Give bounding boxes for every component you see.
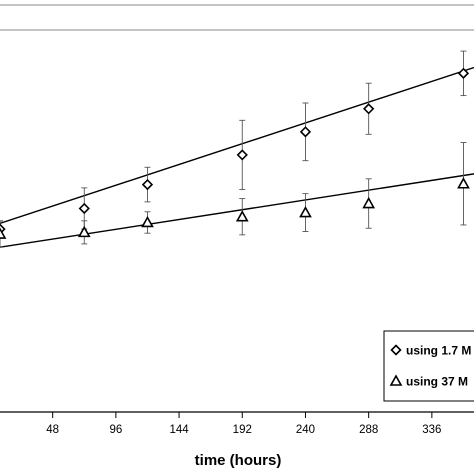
x-tick-label: 144: [169, 424, 189, 436]
trendline: [0, 173, 474, 248]
legend-box: [383, 330, 474, 402]
data-point-triangle: [0, 227, 7, 239]
data-point-triangle: [77, 225, 91, 238]
data-point-diamond: [363, 103, 375, 115]
data-point-diamond: [299, 126, 312, 138]
legend-label: using 1.7 M: [406, 344, 471, 358]
data-point-triangle: [235, 210, 249, 222]
x-tick-label: 96: [109, 424, 122, 436]
x-tick-label: 240: [296, 424, 315, 436]
legend-marker-diamond: [390, 344, 402, 356]
x-tick-label: 192: [233, 424, 252, 436]
data-point-triangle: [299, 205, 312, 218]
data-point-diamond: [78, 202, 90, 215]
trendline: [0, 66, 474, 224]
data-point-diamond: [141, 178, 154, 191]
trendlines: [0, 66, 474, 248]
data-markers: [0, 67, 470, 239]
x-tick-label: 336: [422, 424, 441, 436]
x-tick-label: 48: [46, 424, 59, 436]
legend-label: using 37 M: [406, 375, 468, 389]
data-point-diamond: [457, 67, 470, 79]
data-point-triangle: [362, 196, 376, 209]
data-point-triangle: [141, 215, 154, 228]
x-tick-label: 288: [359, 424, 378, 436]
data-point-diamond: [236, 149, 248, 161]
x-axis-ticks: 48 96 144 192 240 288 336: [46, 412, 441, 436]
legend-marker-triangle: [389, 374, 403, 386]
error-bars: [0, 50, 467, 248]
data-point-triangle: [457, 177, 470, 189]
x-axis-title: time (hours): [195, 452, 282, 469]
legend: using 1.7 M using 37 M: [383, 330, 474, 402]
